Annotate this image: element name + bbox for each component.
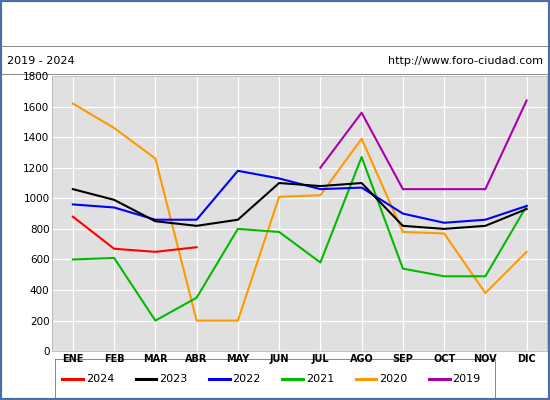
- Text: http://www.foro-ciudad.com: http://www.foro-ciudad.com: [388, 56, 543, 66]
- Text: 2022: 2022: [233, 374, 261, 384]
- Text: 2019 - 2024: 2019 - 2024: [7, 56, 74, 66]
- Text: 2021: 2021: [306, 374, 334, 384]
- Text: 2024: 2024: [86, 374, 114, 384]
- Text: 2019: 2019: [453, 374, 481, 384]
- Text: 2020: 2020: [379, 374, 408, 384]
- Text: Evolucion Nº Turistas Nacionales en el municipio de San José del Valle: Evolucion Nº Turistas Nacionales en el m…: [12, 16, 538, 30]
- Text: 2023: 2023: [159, 374, 188, 384]
